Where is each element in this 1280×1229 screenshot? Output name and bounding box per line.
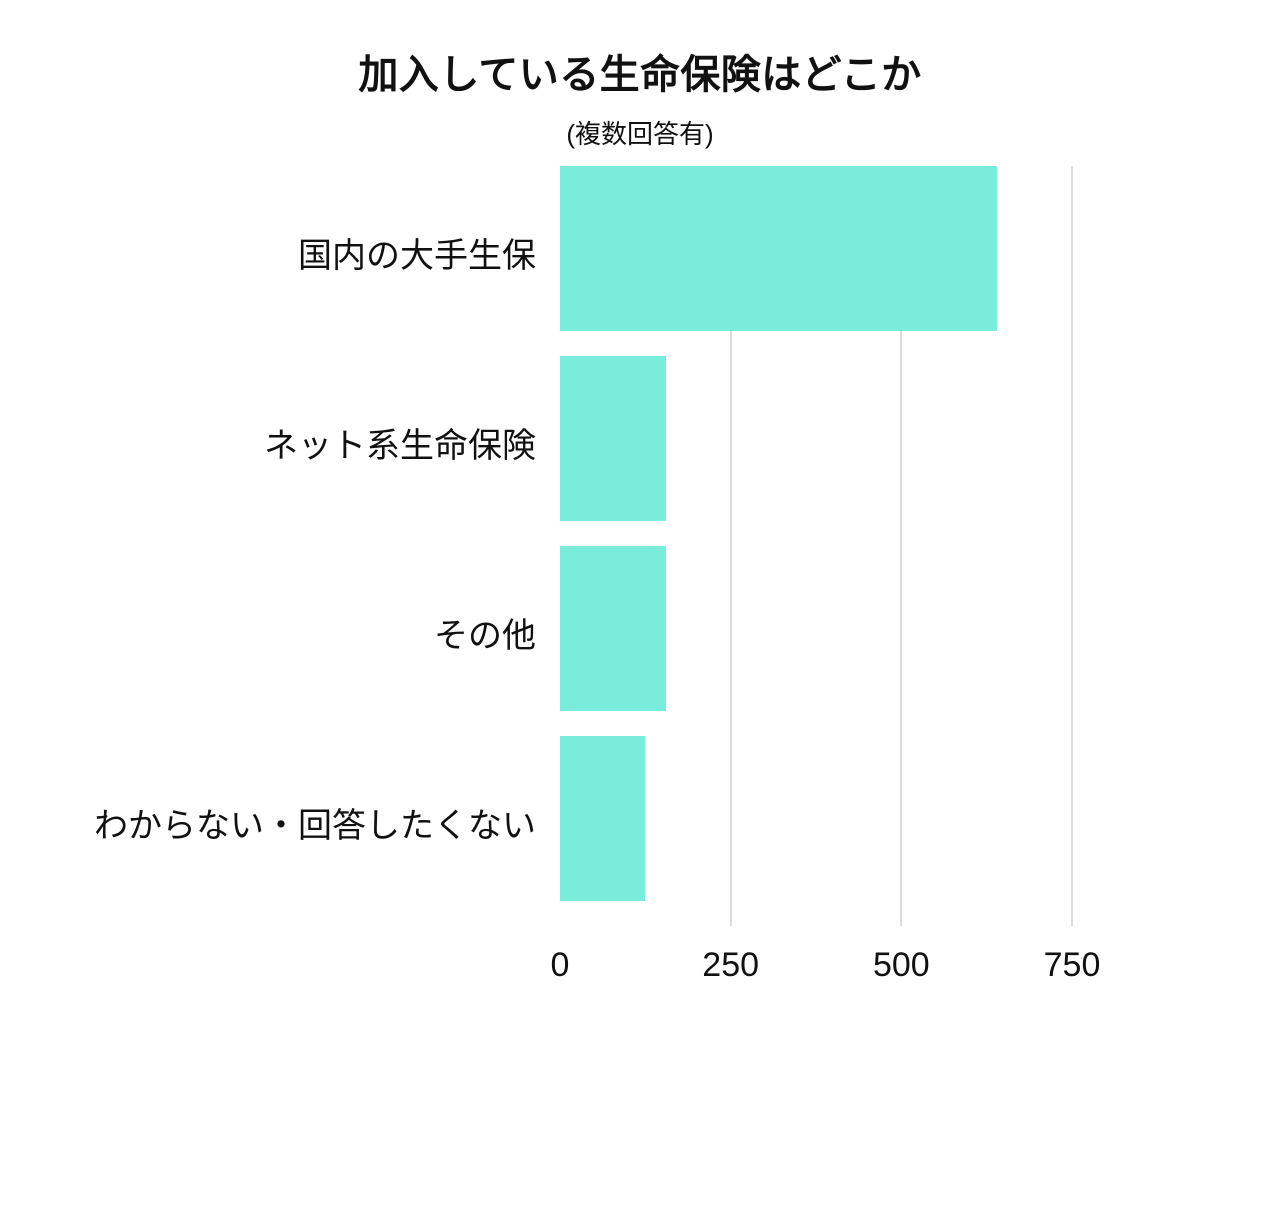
bar-chart: 加入している生命保険はどこか (複数回答有) 国内の大手生保ネット系生命保険その…	[0, 0, 1280, 1229]
bar	[560, 736, 645, 901]
bar	[560, 546, 666, 711]
x-axis-tick-label: 500	[851, 946, 951, 985]
x-axis-tick-label: 750	[1022, 946, 1122, 985]
y-axis-label: 国内の大手生保	[298, 228, 536, 277]
y-axis-label: ネット系生命保険	[264, 418, 536, 467]
title-block: 加入している生命保険はどこか (複数回答有)	[0, 42, 1280, 151]
y-axis-label: わからない・回答したくない	[94, 798, 536, 847]
bar-row	[560, 356, 1072, 521]
bar	[560, 166, 997, 331]
bar-row	[560, 736, 1072, 901]
y-axis-label: その他	[434, 608, 536, 657]
plot-area	[560, 166, 1072, 926]
bar-row	[560, 546, 1072, 711]
x-axis-tick-label: 250	[681, 946, 781, 985]
bar-row	[560, 166, 1072, 331]
x-axis-tick-label: 0	[510, 946, 610, 985]
bar	[560, 356, 666, 521]
chart-title: 加入している生命保険はどこか	[0, 42, 1280, 100]
chart-subtitle: (複数回答有)	[0, 114, 1280, 151]
